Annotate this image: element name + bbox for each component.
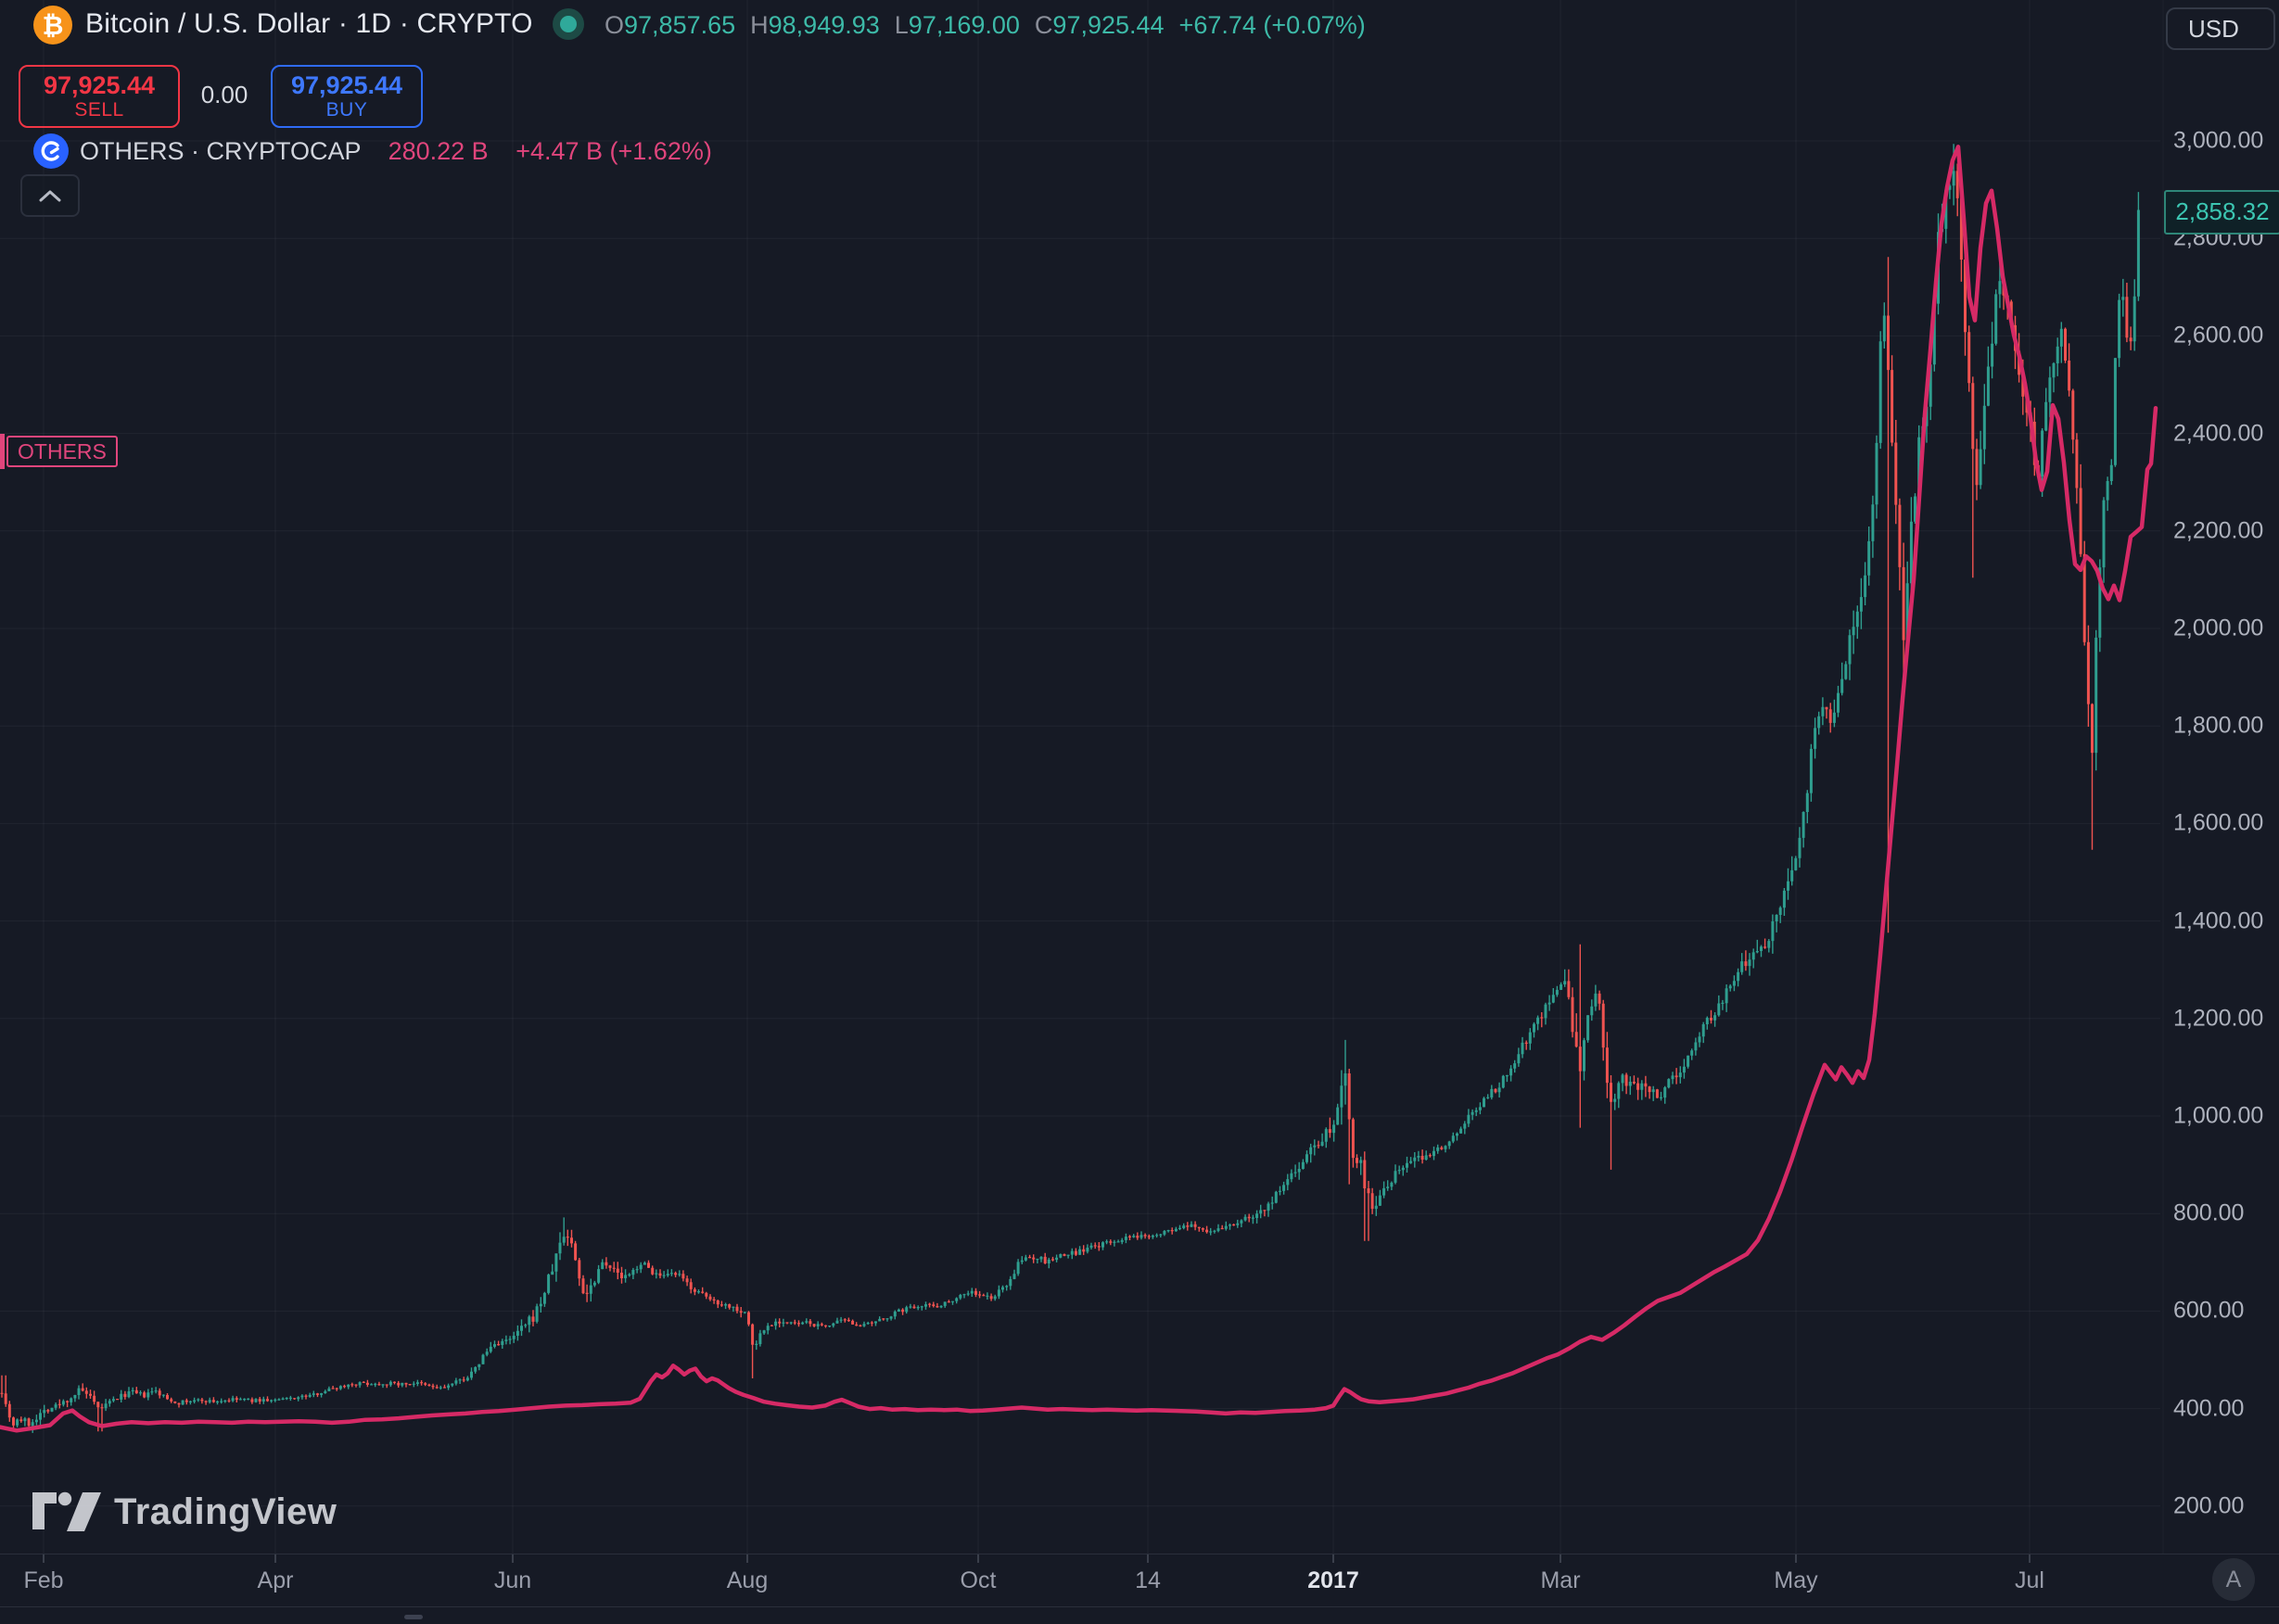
time-tick-label: Mar: [1540, 1567, 1581, 1593]
price-tick-label: 2,000.00: [2173, 615, 2264, 641]
open-value: 97,857.65: [624, 11, 736, 39]
cryptocap-icon: [33, 133, 69, 169]
price-tick-label: 200.00: [2173, 1492, 2245, 1519]
buy-price: 97,925.44: [290, 70, 403, 99]
time-tick-label: Jun: [493, 1567, 532, 1593]
time-tick-label: 14: [1135, 1567, 1161, 1593]
spread-value: 0.00: [200, 80, 248, 108]
low-label: L: [894, 11, 909, 39]
bottom-separator: [0, 1606, 2279, 1607]
price-tick-label: 2,400.00: [2173, 420, 2264, 447]
time-tick-label: Oct: [960, 1567, 997, 1593]
chevron-up-icon: [39, 190, 61, 202]
tradingview-mark-icon: [32, 1491, 101, 1531]
buy-label: BUY: [325, 99, 368, 121]
time-tick-label: Jul: [2015, 1567, 2044, 1593]
time-tick-label: 2017: [1307, 1567, 1359, 1593]
time-tick-label: Feb: [23, 1567, 64, 1593]
others-series-accent-bar: [0, 434, 5, 469]
sell-price: 97,925.44: [43, 70, 156, 99]
buy-button[interactable]: 97,925.44 BUY: [271, 65, 423, 128]
indicator-name: OTHERS · CRYPTOCAP: [80, 137, 362, 165]
price-tick-label: 1,000.00: [2173, 1102, 2264, 1129]
price-tick-label: 400.00: [2173, 1395, 2245, 1422]
high-label: H: [750, 11, 769, 39]
bottom-panel-handle[interactable]: [404, 1615, 423, 1619]
auto-scale-badge[interactable]: A: [2212, 1558, 2255, 1601]
time-tick-label: Apr: [257, 1567, 294, 1593]
price-tick-label: 1,800.00: [2173, 712, 2264, 739]
last-price-tag: 2,858.32: [2164, 189, 2279, 235]
market-status-dot-icon[interactable]: [553, 8, 584, 40]
ohlc-values: O97,857.65 H98,949.93 L97,169.00 C97,925.44…: [605, 11, 1366, 40]
price-tick-label: 3,000.00: [2173, 127, 2264, 154]
price-axis[interactable]: 3,000.00 2,800.00 2,600.00 2,400.00 2,200.00…: [2160, 0, 2279, 1554]
price-tick-label: 2,600.00: [2173, 322, 2264, 349]
sell-button[interactable]: 97,925.44 SELL: [19, 65, 180, 128]
indicator-value: 280.22 B: [388, 137, 489, 165]
price-tick-label: 1,400.00: [2173, 907, 2264, 934]
close-label: C: [1034, 11, 1053, 39]
tradingview-logo[interactable]: TradingView: [31, 1491, 337, 1533]
time-tick-label: Aug: [726, 1567, 769, 1593]
close-value: 97,925.44: [1052, 11, 1165, 39]
time-axis[interactable]: Feb Apr Jun Aug Oct 14 2017 Mar May Jul: [0, 1554, 2279, 1606]
price-tick-label: 2,200.00: [2173, 517, 2264, 544]
price-tick-label: 1,200.00: [2173, 1005, 2264, 1032]
symbol-title[interactable]: Bitcoin / U.S. Dollar · 1D · CRYPTO: [85, 8, 533, 39]
collapse-legend-button[interactable]: [20, 174, 80, 217]
currency-toggle-button[interactable]: USD: [2166, 7, 2275, 50]
low-value: 97,169.00: [908, 11, 1020, 39]
price-tick-label: 600.00: [2173, 1297, 2245, 1324]
bitcoin-logo-icon: ₿: [33, 6, 72, 44]
price-tick-label: 800.00: [2173, 1199, 2245, 1226]
indicator-change: +4.47 B (+1.62%): [516, 137, 712, 165]
high-value: 98,949.93: [768, 11, 880, 39]
sell-label: SELL: [74, 99, 124, 121]
price-tick-label: 1,600.00: [2173, 809, 2264, 836]
indicator-legend[interactable]: OTHERS · CRYPTOCAP 280.22 B +4.47 B (+1.…: [80, 137, 712, 166]
open-label: O: [605, 11, 625, 39]
tradingview-logo-text: TradingView: [114, 1491, 337, 1532]
change-value: +67.74 (+0.07%): [1178, 11, 1366, 39]
others-series-label[interactable]: OTHERS: [6, 436, 118, 467]
time-tick-label: May: [1774, 1567, 1818, 1593]
